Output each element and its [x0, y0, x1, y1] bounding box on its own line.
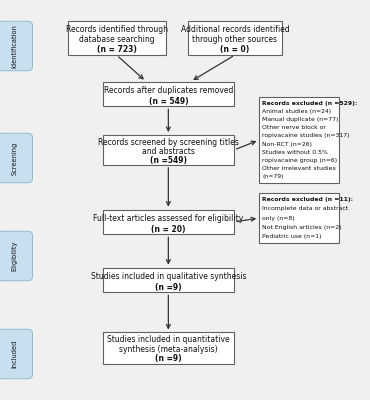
Text: (n = 723): (n = 723)	[97, 45, 137, 54]
FancyBboxPatch shape	[0, 231, 33, 281]
Text: only (n=8): only (n=8)	[262, 216, 295, 220]
Text: (n = 549): (n = 549)	[148, 96, 188, 106]
Text: Manual duplicate (n=77): Manual duplicate (n=77)	[262, 117, 339, 122]
FancyBboxPatch shape	[0, 329, 33, 379]
FancyBboxPatch shape	[259, 193, 339, 243]
Text: (n = 20): (n = 20)	[151, 224, 186, 234]
Text: Identification: Identification	[12, 24, 18, 68]
Text: Records after duplicates removed: Records after duplicates removed	[104, 86, 233, 95]
Text: (n =549): (n =549)	[150, 156, 187, 165]
Text: through other sources: through other sources	[192, 35, 278, 44]
Text: Additional records identified: Additional records identified	[181, 25, 289, 34]
FancyBboxPatch shape	[188, 21, 282, 55]
Text: (n = 0): (n = 0)	[220, 45, 250, 54]
Text: Eligibility: Eligibility	[12, 241, 18, 271]
FancyBboxPatch shape	[259, 97, 339, 183]
FancyBboxPatch shape	[0, 21, 33, 71]
Text: Not English articles (n=2): Not English articles (n=2)	[262, 224, 342, 230]
Text: (n =9): (n =9)	[155, 354, 182, 363]
Text: Studies included in quantitative: Studies included in quantitative	[107, 336, 230, 344]
Text: Records screened by screening titles: Records screened by screening titles	[98, 138, 239, 147]
Text: Records excluded (n =11):: Records excluded (n =11):	[262, 198, 353, 202]
Text: Animal studies (n=24): Animal studies (n=24)	[262, 109, 331, 114]
Text: Other nerve block or: Other nerve block or	[262, 125, 326, 130]
FancyBboxPatch shape	[103, 82, 234, 106]
FancyBboxPatch shape	[103, 135, 234, 165]
Text: Pediatric use (n=1): Pediatric use (n=1)	[262, 234, 322, 238]
FancyBboxPatch shape	[103, 332, 234, 364]
Text: synthesis (meta-analysis): synthesis (meta-analysis)	[119, 345, 218, 354]
Text: Records identified through: Records identified through	[65, 25, 168, 34]
Text: Screening: Screening	[12, 141, 18, 175]
FancyBboxPatch shape	[0, 133, 33, 183]
FancyBboxPatch shape	[103, 210, 234, 234]
FancyBboxPatch shape	[103, 268, 234, 292]
Text: Incomplete data or abstract: Incomplete data or abstract	[262, 206, 349, 212]
Text: Studies without 0.5%: Studies without 0.5%	[262, 150, 328, 155]
Text: Records excluded (n =529):: Records excluded (n =529):	[262, 101, 357, 106]
Text: ropivacaine group (n=6): ropivacaine group (n=6)	[262, 158, 337, 163]
Text: (n=79): (n=79)	[262, 174, 284, 179]
Text: Full-text articles assessed for eligibility: Full-text articles assessed for eligibil…	[93, 214, 243, 223]
Text: Other irrelevant studies: Other irrelevant studies	[262, 166, 336, 171]
Text: and abstracts: and abstracts	[142, 147, 195, 156]
Text: database searching: database searching	[79, 35, 154, 44]
Text: Included: Included	[12, 340, 18, 368]
FancyBboxPatch shape	[67, 21, 166, 55]
Text: Studies included in qualitative synthesis: Studies included in qualitative synthesi…	[91, 272, 246, 281]
Text: Non-RCT (n=26): Non-RCT (n=26)	[262, 142, 312, 146]
Text: (n =9): (n =9)	[155, 282, 182, 292]
Text: ropivacaine studies (n=317): ropivacaine studies (n=317)	[262, 134, 350, 138]
